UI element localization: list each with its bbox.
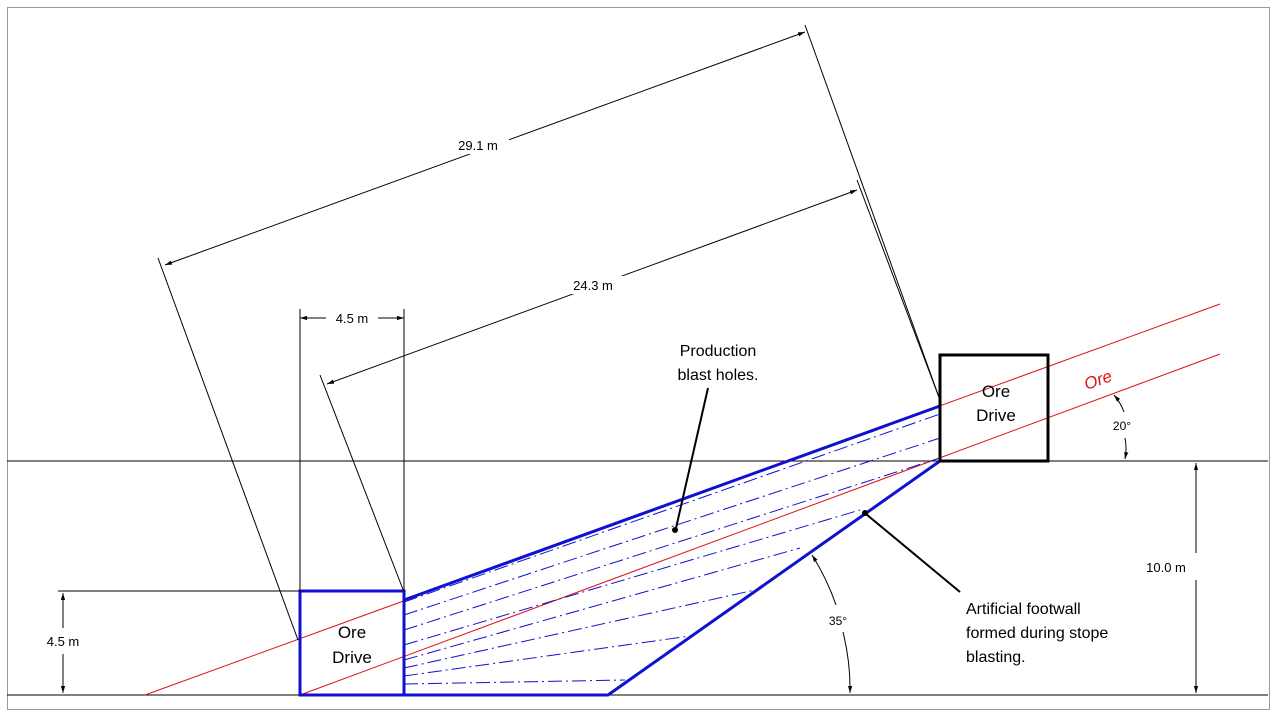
footwall-note-line2: formed during stope <box>966 625 1108 642</box>
dimension-24-3-label: 24.3 m <box>573 278 613 293</box>
production-note-line2: blast holes. <box>678 367 759 384</box>
stope-outline <box>403 403 942 697</box>
ore-label: Ore <box>1082 366 1115 394</box>
blast-hole <box>403 437 941 616</box>
footwall-leader-line <box>865 513 961 593</box>
footwall-note-line1: Artificial footwall <box>966 601 1081 618</box>
blast-hole <box>403 457 941 631</box>
dimension-4-5-left <box>58 590 300 693</box>
dimension-24-3 <box>319 179 941 593</box>
angle-20-label: 20° <box>1113 419 1131 433</box>
blast-hole <box>403 413 941 603</box>
footwall-leader-dot <box>862 510 868 516</box>
blast-hole <box>403 679 626 685</box>
left-drive-label-line1: Ore <box>338 623 366 642</box>
production-note-line1: Production <box>680 343 757 360</box>
dimension-label-bg <box>1140 558 1192 576</box>
angle-35-label: 35° <box>829 614 847 628</box>
production-leader-dot <box>672 527 678 533</box>
dimension-4-5-top-label: 4.5 m <box>336 311 369 326</box>
footwall-note-line3: blasting. <box>966 649 1026 666</box>
dimension-label-bg <box>449 136 509 154</box>
production-leader-line <box>675 387 709 529</box>
angle-35-arc <box>811 554 853 694</box>
dimension-4-5-top <box>299 309 405 591</box>
blast-hole <box>403 589 756 669</box>
blast-holes <box>403 413 941 685</box>
blast-hole <box>403 509 861 646</box>
right-ore-drive <box>938 353 1050 463</box>
right-drive-label-line1: Ore <box>982 382 1010 401</box>
angle-20-arc <box>1113 394 1129 460</box>
right-drive-label-line2: Drive <box>976 406 1016 425</box>
dimension-4-5-left-label: 4.5 m <box>47 634 80 649</box>
ore-boundary-footwall <box>299 353 1221 696</box>
dimension-label-bg <box>565 276 625 294</box>
blast-hole <box>403 635 691 677</box>
left-ore-drive <box>298 589 406 697</box>
dimension-29-1-label: 29.1 m <box>458 138 498 153</box>
blast-hole <box>403 547 801 661</box>
frame-border <box>7 7 1270 710</box>
dimension-10-0-label: 10.0 m <box>1146 560 1186 575</box>
left-drive-label-line2: Drive <box>332 648 372 667</box>
